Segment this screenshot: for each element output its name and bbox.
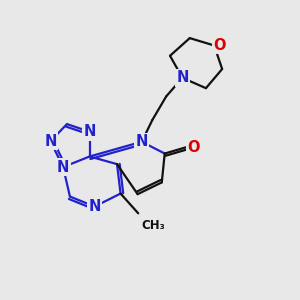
Text: N: N <box>136 134 148 149</box>
Text: N: N <box>83 124 96 139</box>
Text: N: N <box>57 160 69 175</box>
Text: N: N <box>44 134 57 149</box>
Text: O: O <box>187 140 200 154</box>
Text: O: O <box>213 38 226 53</box>
Text: N: N <box>176 70 189 86</box>
Text: N: N <box>88 199 101 214</box>
Text: CH₃: CH₃ <box>142 219 166 232</box>
